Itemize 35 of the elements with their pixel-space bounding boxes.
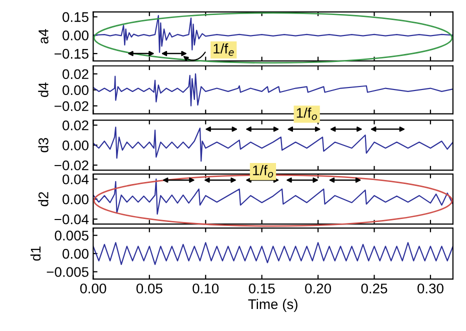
annotation: 1/f$_{e}$ [214,43,234,56]
x-axis-title: Time (s) [248,298,298,312]
y-axis-title: d2 [38,192,48,206]
y-tick-label: 0.00 [62,140,88,150]
y-tick-label: 0.02 [62,69,88,80]
y-tick-label: 0.00 [62,194,88,204]
y-tick-label: −0.005 [46,267,88,277]
y-axis-title: d1 [30,246,41,261]
y-axis-title: d3 [38,138,48,152]
y-tick-label: −0.02 [54,160,88,170]
line-series [93,178,453,215]
line-series [93,73,453,106]
line-series [93,242,453,266]
x-tick-label: 0.15 [248,284,275,294]
y-tick-label: 0.02 [62,120,88,130]
x-tick-label: 0.00 [80,284,106,294]
y-tick-label: 0.00 [62,248,88,259]
x-tick-label: 0.20 [305,284,332,294]
y-tick-label: −0.02 [54,101,88,112]
x-tick-label: 0.10 [192,284,219,294]
y-tick-label: 0.00 [62,30,88,40]
y-tick-label: −0.04 [54,214,89,224]
line-series [93,126,453,162]
x-tick-label: 0.25 [361,284,388,294]
annotation: 1/f$_{o}$ [253,165,274,178]
y-tick-label: 0.15 [62,12,88,22]
y-tick-label: 0.005 [54,230,88,241]
y-tick-label: 0.00 [62,85,88,96]
y-tick-label: 0.04 [62,174,89,184]
y-tick-label: −0.15 [54,48,88,59]
y-axis-title: a4 [38,29,48,44]
x-tick-label: 0.05 [136,284,162,294]
annotation: 1/f$_{o}$ [296,108,317,120]
x-tick-label: 0.30 [417,284,444,294]
y-axis-title: d4 [38,82,48,98]
